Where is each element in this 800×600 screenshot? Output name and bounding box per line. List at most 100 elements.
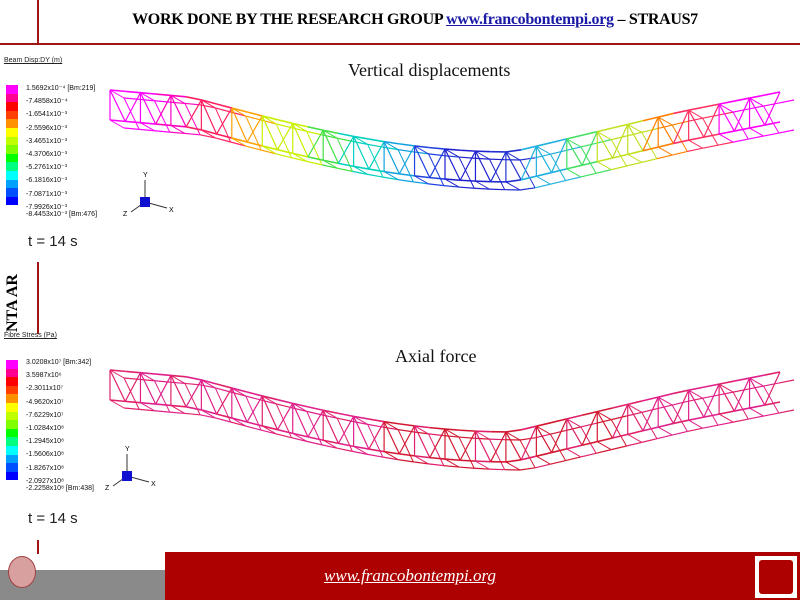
truss-member [535, 145, 553, 173]
truss-member [231, 417, 248, 423]
truss-member [596, 411, 614, 439]
truss-member [154, 380, 171, 413]
truss-member [597, 437, 613, 443]
truss-member [109, 89, 126, 122]
truss-member [123, 127, 140, 130]
truss-member [216, 107, 233, 135]
legend-label: -2.0927x10⁸ [26, 477, 64, 485]
truss-member [414, 145, 430, 149]
truss-member [231, 417, 247, 427]
truss-member [764, 91, 781, 96]
truss-member [246, 391, 263, 397]
truss-member [474, 157, 490, 160]
legend: Fibre Stress (Pa) 3.0208x10⁷ [Bm:342] 3.5… [4, 332, 114, 492]
truss-member [734, 97, 750, 102]
color-swatch [6, 454, 18, 464]
truss-member [474, 437, 490, 440]
truss-member [566, 164, 583, 170]
color-swatch [6, 85, 18, 94]
truss-member [778, 99, 795, 104]
truss-member [185, 96, 202, 101]
truss-member [231, 387, 248, 423]
truss-member [231, 107, 248, 143]
truss-member [657, 142, 674, 148]
time-label: t = 14 s [28, 233, 78, 250]
truss-member [170, 374, 187, 378]
truss-member [688, 136, 705, 141]
truss-member [505, 151, 522, 181]
truss-member [702, 144, 718, 149]
truss-member [245, 145, 262, 151]
legend-title: Fibre Stress (Pa) [4, 332, 57, 339]
truss-member [702, 397, 719, 426]
legend-label: -7.6229x10⁷ [26, 411, 64, 419]
truss-member [763, 105, 780, 134]
truss-member [338, 162, 354, 168]
axis-label: Y [143, 172, 148, 179]
header-link[interactable]: www.francobontempi.org [446, 11, 614, 28]
color-swatch [6, 196, 18, 206]
truss-member [428, 433, 445, 466]
truss-member [688, 109, 705, 138]
truss-member [383, 141, 400, 175]
truss-member [673, 139, 689, 145]
truss-member [337, 137, 353, 142]
truss-member [367, 423, 383, 428]
truss-member [656, 154, 673, 160]
truss-member [687, 427, 703, 433]
legend-label: 3.0208x10⁷ [Bm:342] [26, 359, 92, 366]
truss-member [201, 129, 217, 135]
truss-member [778, 409, 795, 414]
truss-member [549, 433, 567, 461]
truss-member [505, 181, 521, 191]
truss-member [414, 175, 429, 185]
truss-member [277, 148, 293, 155]
truss-member [262, 395, 278, 401]
truss-member [170, 95, 187, 128]
time-label: t = 14 s [28, 510, 78, 527]
truss-member [703, 133, 720, 138]
legend-label: -1.2945x10⁸ [26, 438, 64, 446]
truss-member [154, 100, 171, 133]
truss-member [505, 429, 522, 433]
truss-member [322, 129, 338, 139]
footer-link[interactable]: www.francobontempi.org [324, 566, 496, 585]
truss-member [338, 442, 354, 448]
truss-member [321, 164, 338, 169]
color-swatch [6, 136, 18, 146]
truss-member [458, 436, 475, 469]
truss-member [536, 425, 551, 435]
color-swatch [6, 471, 18, 481]
truss-member [566, 444, 583, 450]
truss-member [185, 376, 202, 381]
truss-member [627, 433, 642, 443]
truss-member [307, 436, 324, 442]
truss-member [565, 176, 581, 182]
truss-member [413, 181, 429, 185]
truss-member [352, 170, 368, 175]
truss-member [353, 135, 368, 145]
truss-member [200, 384, 216, 389]
truss-member [460, 429, 476, 432]
truss-member [657, 422, 674, 428]
truss-member [201, 99, 216, 109]
truss-member [627, 153, 642, 163]
truss-member [353, 165, 370, 170]
truss-member [703, 103, 720, 108]
truss-member [246, 141, 263, 147]
truss-member [610, 139, 627, 167]
truss-member [444, 148, 461, 152]
truss-member [764, 121, 781, 126]
truss-member [733, 377, 751, 412]
truss-member [490, 431, 507, 462]
truss-member [687, 147, 703, 153]
truss-member [429, 426, 446, 430]
truss-member [231, 387, 248, 393]
truss-member [458, 156, 475, 189]
axis-label: Z [105, 485, 110, 492]
truss-member [566, 138, 583, 166]
truss-member [260, 429, 277, 435]
truss-member [749, 124, 765, 129]
legend-title: Beam Disp:DY (m) [4, 57, 63, 64]
truss-member [642, 426, 659, 432]
